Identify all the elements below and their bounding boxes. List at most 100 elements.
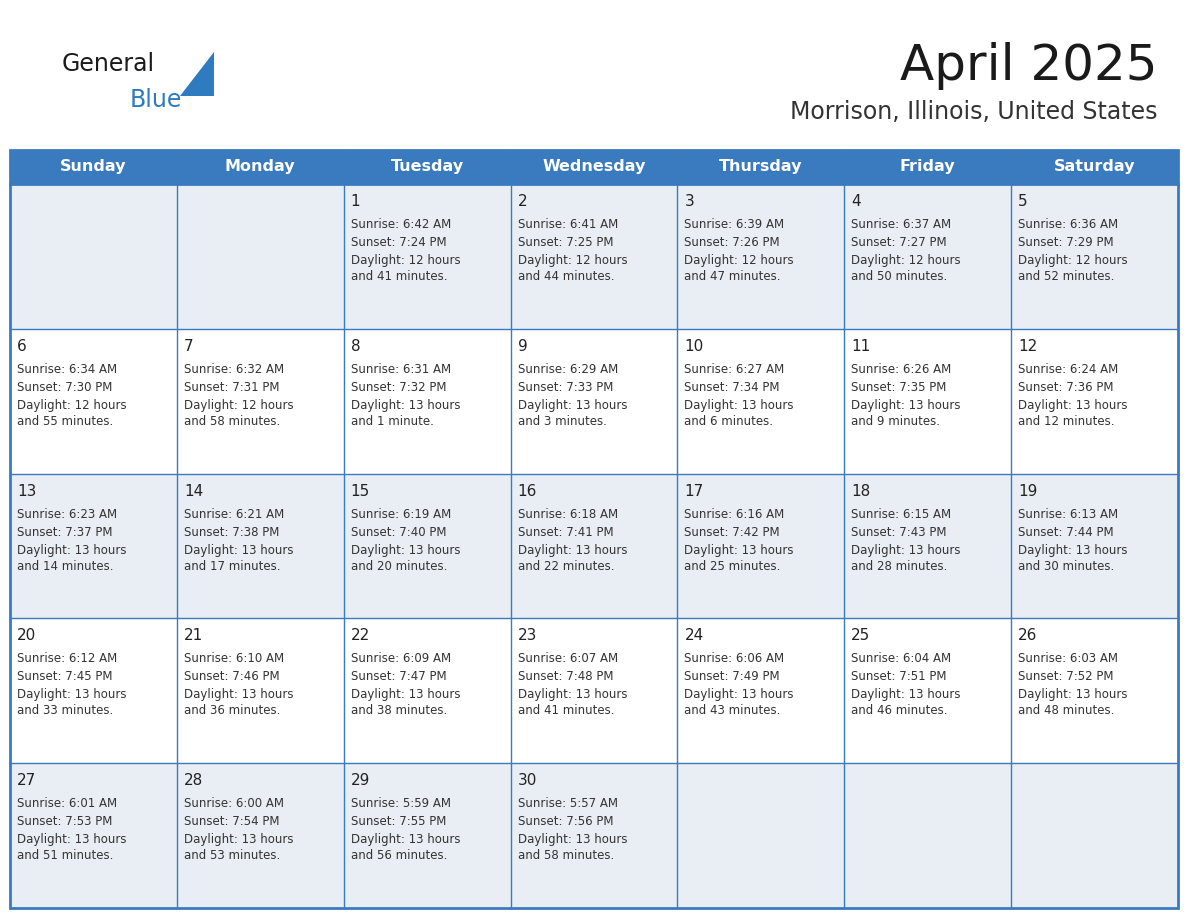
Text: Sunrise: 6:34 AM: Sunrise: 6:34 AM (17, 363, 118, 375)
Text: Daylight: 13 hours
and 6 minutes.: Daylight: 13 hours and 6 minutes. (684, 398, 794, 428)
Polygon shape (181, 52, 214, 96)
Text: Sunrise: 6:27 AM: Sunrise: 6:27 AM (684, 363, 785, 375)
Text: 12: 12 (1018, 339, 1037, 353)
Text: Daylight: 13 hours
and 17 minutes.: Daylight: 13 hours and 17 minutes. (184, 543, 293, 573)
Text: 19: 19 (1018, 484, 1037, 498)
Text: Daylight: 12 hours
and 47 minutes.: Daylight: 12 hours and 47 minutes. (684, 254, 794, 283)
Text: Daylight: 13 hours
and 12 minutes.: Daylight: 13 hours and 12 minutes. (1018, 398, 1127, 428)
Text: Sunset: 7:27 PM: Sunset: 7:27 PM (852, 236, 947, 249)
Text: Daylight: 13 hours
and 9 minutes.: Daylight: 13 hours and 9 minutes. (852, 398, 961, 428)
Text: Sunset: 7:55 PM: Sunset: 7:55 PM (350, 815, 446, 828)
Text: Sunset: 7:45 PM: Sunset: 7:45 PM (17, 670, 113, 683)
Text: Saturday: Saturday (1054, 160, 1136, 174)
Text: Monday: Monday (225, 160, 296, 174)
Text: Daylight: 13 hours
and 38 minutes.: Daylight: 13 hours and 38 minutes. (350, 688, 460, 717)
Text: Sunrise: 5:57 AM: Sunrise: 5:57 AM (518, 797, 618, 811)
Text: Daylight: 13 hours
and 22 minutes.: Daylight: 13 hours and 22 minutes. (518, 543, 627, 573)
Text: 11: 11 (852, 339, 871, 353)
Text: 16: 16 (518, 484, 537, 498)
Text: 28: 28 (184, 773, 203, 789)
Text: Sunrise: 6:23 AM: Sunrise: 6:23 AM (17, 508, 118, 521)
Text: Daylight: 13 hours
and 43 minutes.: Daylight: 13 hours and 43 minutes. (684, 688, 794, 717)
Text: Sunset: 7:48 PM: Sunset: 7:48 PM (518, 670, 613, 683)
Text: Daylight: 13 hours
and 1 minute.: Daylight: 13 hours and 1 minute. (350, 398, 460, 428)
Text: Sunrise: 6:21 AM: Sunrise: 6:21 AM (184, 508, 284, 521)
Text: Friday: Friday (899, 160, 955, 174)
Text: 6: 6 (17, 339, 27, 353)
Text: Sunrise: 6:18 AM: Sunrise: 6:18 AM (518, 508, 618, 521)
Text: Sunrise: 6:00 AM: Sunrise: 6:00 AM (184, 797, 284, 811)
Text: 5: 5 (1018, 194, 1028, 209)
Text: 20: 20 (17, 629, 37, 644)
Text: Daylight: 13 hours
and 51 minutes.: Daylight: 13 hours and 51 minutes. (17, 834, 126, 862)
Text: Sunrise: 6:41 AM: Sunrise: 6:41 AM (518, 218, 618, 231)
Text: Daylight: 13 hours
and 48 minutes.: Daylight: 13 hours and 48 minutes. (1018, 688, 1127, 717)
Text: 17: 17 (684, 484, 703, 498)
Text: Sunrise: 6:26 AM: Sunrise: 6:26 AM (852, 363, 952, 375)
Text: Sunrise: 6:10 AM: Sunrise: 6:10 AM (184, 653, 284, 666)
Text: Daylight: 12 hours
and 50 minutes.: Daylight: 12 hours and 50 minutes. (852, 254, 961, 283)
Text: Sunset: 7:56 PM: Sunset: 7:56 PM (518, 815, 613, 828)
Text: Blue: Blue (129, 88, 183, 112)
Bar (10, 474, 1178, 619)
Text: Sunset: 7:24 PM: Sunset: 7:24 PM (350, 236, 447, 249)
Text: Sunrise: 6:15 AM: Sunrise: 6:15 AM (852, 508, 952, 521)
Text: Sunset: 7:32 PM: Sunset: 7:32 PM (350, 381, 447, 394)
Text: 21: 21 (184, 629, 203, 644)
Text: 29: 29 (350, 773, 371, 789)
Text: Daylight: 13 hours
and 30 minutes.: Daylight: 13 hours and 30 minutes. (1018, 543, 1127, 573)
Text: 1: 1 (350, 194, 360, 209)
Text: Sunset: 7:42 PM: Sunset: 7:42 PM (684, 526, 781, 539)
Bar (10, 763, 1178, 908)
Bar (10, 329, 1178, 474)
Text: 10: 10 (684, 339, 703, 353)
Bar (10, 619, 1178, 763)
Text: Sunrise: 6:36 AM: Sunrise: 6:36 AM (1018, 218, 1118, 231)
Text: Daylight: 13 hours
and 3 minutes.: Daylight: 13 hours and 3 minutes. (518, 398, 627, 428)
Bar (10, 150, 1178, 184)
Text: 24: 24 (684, 629, 703, 644)
Text: Sunrise: 6:42 AM: Sunrise: 6:42 AM (350, 218, 451, 231)
Text: 27: 27 (17, 773, 37, 789)
Text: 3: 3 (684, 194, 694, 209)
Text: Sunset: 7:30 PM: Sunset: 7:30 PM (17, 381, 113, 394)
Text: Sunrise: 6:29 AM: Sunrise: 6:29 AM (518, 363, 618, 375)
Text: Daylight: 13 hours
and 28 minutes.: Daylight: 13 hours and 28 minutes. (852, 543, 961, 573)
Text: Sunrise: 6:31 AM: Sunrise: 6:31 AM (350, 363, 450, 375)
Text: Sunset: 7:37 PM: Sunset: 7:37 PM (17, 526, 113, 539)
Text: 15: 15 (350, 484, 369, 498)
Text: Daylight: 13 hours
and 20 minutes.: Daylight: 13 hours and 20 minutes. (350, 543, 460, 573)
Text: Sunset: 7:34 PM: Sunset: 7:34 PM (684, 381, 781, 394)
Text: Thursday: Thursday (719, 160, 803, 174)
Text: Sunrise: 6:32 AM: Sunrise: 6:32 AM (184, 363, 284, 375)
Text: 30: 30 (518, 773, 537, 789)
Text: 14: 14 (184, 484, 203, 498)
Text: Sunset: 7:49 PM: Sunset: 7:49 PM (684, 670, 781, 683)
Text: Morrison, Illinois, United States: Morrison, Illinois, United States (790, 100, 1158, 124)
Text: Daylight: 13 hours
and 53 minutes.: Daylight: 13 hours and 53 minutes. (184, 834, 293, 862)
Text: Sunset: 7:26 PM: Sunset: 7:26 PM (684, 236, 781, 249)
Text: 23: 23 (518, 629, 537, 644)
Text: Daylight: 13 hours
and 36 minutes.: Daylight: 13 hours and 36 minutes. (184, 688, 293, 717)
Text: Sunset: 7:47 PM: Sunset: 7:47 PM (350, 670, 447, 683)
Text: Daylight: 13 hours
and 56 minutes.: Daylight: 13 hours and 56 minutes. (350, 834, 460, 862)
Text: Sunset: 7:52 PM: Sunset: 7:52 PM (1018, 670, 1113, 683)
Bar (10, 150, 1178, 908)
Bar (10, 184, 1178, 329)
Text: Sunset: 7:46 PM: Sunset: 7:46 PM (184, 670, 279, 683)
Text: Sunrise: 5:59 AM: Sunrise: 5:59 AM (350, 797, 450, 811)
Text: Daylight: 13 hours
and 25 minutes.: Daylight: 13 hours and 25 minutes. (684, 543, 794, 573)
Text: Sunset: 7:44 PM: Sunset: 7:44 PM (1018, 526, 1114, 539)
Text: 25: 25 (852, 629, 871, 644)
Text: Sunset: 7:38 PM: Sunset: 7:38 PM (184, 526, 279, 539)
Text: Sunset: 7:29 PM: Sunset: 7:29 PM (1018, 236, 1114, 249)
Text: Sunrise: 6:04 AM: Sunrise: 6:04 AM (852, 653, 952, 666)
Text: Sunset: 7:33 PM: Sunset: 7:33 PM (518, 381, 613, 394)
Text: Daylight: 13 hours
and 33 minutes.: Daylight: 13 hours and 33 minutes. (17, 688, 126, 717)
Text: General: General (62, 52, 156, 76)
Text: Sunrise: 6:16 AM: Sunrise: 6:16 AM (684, 508, 785, 521)
Text: Sunrise: 6:19 AM: Sunrise: 6:19 AM (350, 508, 451, 521)
Text: Daylight: 12 hours
and 44 minutes.: Daylight: 12 hours and 44 minutes. (518, 254, 627, 283)
Text: Sunrise: 6:07 AM: Sunrise: 6:07 AM (518, 653, 618, 666)
Text: 26: 26 (1018, 629, 1037, 644)
